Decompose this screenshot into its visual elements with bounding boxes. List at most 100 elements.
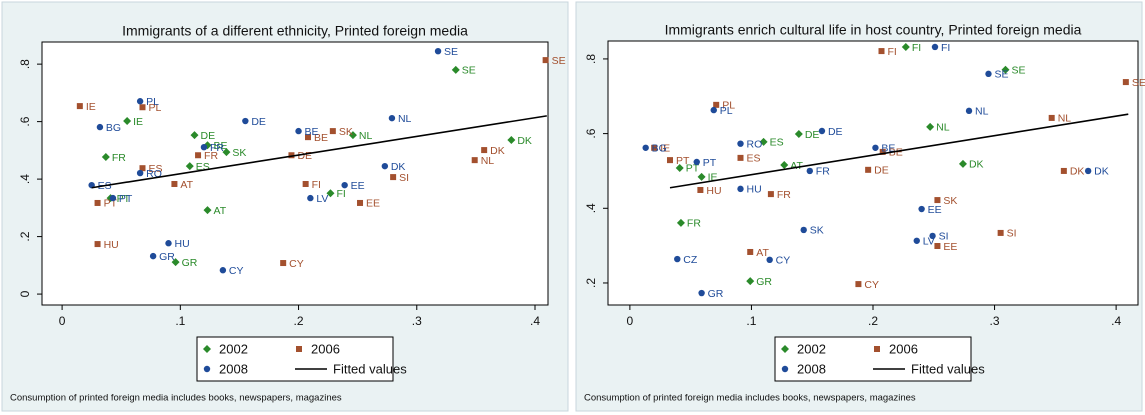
point [737,154,744,161]
point-label: CY [776,255,791,267]
y-tick-label: .4 [18,174,32,184]
point-label: AT [790,160,803,172]
point [766,256,773,264]
point-label: FI [941,42,950,54]
fitted-line [669,113,1129,189]
point-label: GR [756,276,772,288]
point-label: DE [251,116,266,128]
point [781,345,789,353]
point-label: FI [312,179,321,191]
point [542,57,549,64]
point [737,140,744,147]
point-label: PT [676,155,690,167]
y-tick-label: .4 [584,203,598,213]
point [674,255,681,263]
point-label: AT [180,179,193,191]
point [997,229,1004,236]
point-label: SK [232,147,246,159]
x-tick-label: .2 [868,314,878,328]
point [1084,167,1092,175]
point-label: IE [660,143,670,155]
point-label: PL [722,100,735,112]
point-label: DE [805,129,820,141]
x-tick-label: .4 [530,314,540,328]
point-label: BG [106,122,121,134]
point [296,346,302,352]
point-label: IE [708,172,718,184]
y-tick-label: .8 [584,54,598,64]
legend-label: 2006 [311,341,340,356]
plot-area [41,41,549,306]
point-label: SE [1132,77,1145,89]
footnote: Consumption of printed foreign media inc… [10,393,342,404]
point-label: HU [104,239,119,251]
point [746,277,755,286]
point [171,180,178,187]
point-label: BG [652,143,667,155]
point-label: SE [552,55,566,67]
point [195,152,202,159]
point [451,65,460,74]
point-label: EE [351,180,365,192]
point [931,43,939,51]
point-label: EE [928,204,942,216]
point [698,289,705,297]
point [958,159,967,168]
point [149,252,157,260]
point-label: SK [810,225,824,237]
point [203,365,211,373]
point-label: DK [490,145,505,157]
point-label: RO [747,138,763,150]
point [918,205,925,213]
point-label: FI [888,46,897,58]
point [926,122,935,131]
point [295,127,302,135]
point [171,258,180,267]
point [759,137,768,146]
point [651,144,658,151]
point-label: GR [182,257,198,269]
chart-title: Immigrants of a different ethnicity, Pri… [122,23,468,39]
point-label: GR [159,251,175,263]
point [806,167,813,175]
point [747,248,754,255]
point-label: FR [777,189,791,201]
point-label: FR [204,150,218,162]
point-label: DK [1094,166,1109,178]
point [341,181,348,189]
point [326,189,335,198]
legend [774,336,972,382]
point [471,157,478,164]
point [388,114,396,122]
legend-label: 2008 [219,361,248,376]
point-label: DK [1070,166,1085,178]
point [280,260,287,267]
plot-area [607,40,1139,306]
point [865,166,872,173]
x-tick-label: .1 [746,314,756,328]
point [76,103,83,110]
point [165,240,172,247]
point [200,144,208,151]
legend-label: 2002 [219,341,248,356]
point-label: FI [336,188,345,200]
point-label: DE [874,165,889,177]
point-label: AT [756,247,769,259]
point-label: SI [939,231,949,243]
point [737,185,744,193]
point-label: NL [359,130,373,142]
point-label: DE [828,126,843,138]
point [913,237,920,244]
point-label: DK [969,159,984,171]
point [929,232,936,240]
point [381,162,389,170]
point [101,152,110,161]
point [794,129,803,138]
point-label: GR [708,288,724,300]
y-tick-label: .6 [18,116,32,126]
point-label: ES [148,163,162,175]
point [242,117,249,125]
point [1001,65,1010,74]
